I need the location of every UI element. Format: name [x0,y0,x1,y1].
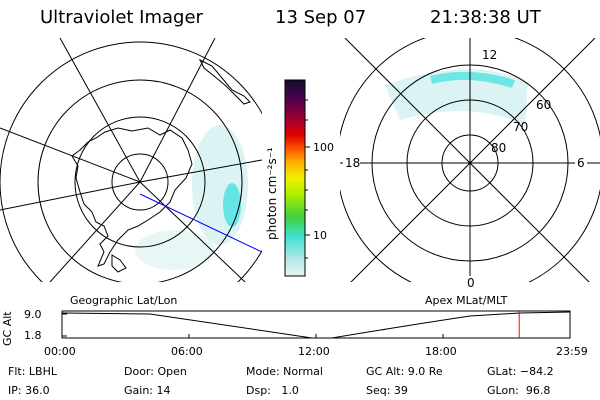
coastline [198,58,251,105]
mlt-label-12: 12 [482,48,498,62]
filter-info: Flt: LBHL [8,365,57,378]
right-map-caption: Apex MLat/MLT [425,294,508,307]
gc-alt-info: GC Alt: 9.0 Re [366,365,443,378]
meridians [0,38,262,282]
altitude-ylabel: GC Alt [1,311,14,346]
altitude-xticks [61,334,571,338]
coastline [111,254,127,273]
xtick-0600: 06:00 [171,345,203,358]
xtick-2359: 23:59 [556,345,588,358]
ip-info: IP: 36.0 [8,384,50,397]
aurora-oval-right [385,69,528,125]
date-label: 13 Sep 07 [275,7,367,28]
mlat-label-70: 70 [513,120,529,134]
aurora-glow-left [192,125,248,245]
colorbar [284,79,306,277]
aurora-bright-right [430,71,515,88]
satellite-track [139,193,262,253]
coastline [71,127,193,267]
altitude-ytick-low: 1.8 [24,329,42,342]
glon-info: GLon: 96.8 [487,384,551,397]
mlt-label-18: 18 [345,156,361,170]
door-info: Door: Open [124,365,187,378]
colorbar-tick-10: 10 [313,229,327,242]
gain-info: Gain: 14 [124,384,171,397]
aurora-faint-left [135,230,215,270]
mlat-label-60: 60 [536,98,552,112]
mlat-label-80: 80 [491,141,507,155]
glat-info: GLat: −84.2 [487,365,554,378]
mlt-lines [340,38,600,282]
mlt-label-6: 6 [577,156,585,170]
colorbar-ticks [305,99,310,259]
altitude-curve [61,311,571,339]
aurora-bright-left [223,183,241,227]
lat-circle [37,79,243,282]
altitude-ytick-high: 9.0 [24,308,42,321]
time-label: 21:38:38 UT [430,7,541,28]
altitude-yticks [62,313,67,337]
lat-circle [111,153,169,211]
lat-circle [0,41,262,282]
lat-circle [74,116,206,248]
xtick-0000: 00:00 [44,345,76,358]
colorbar-label: photon cm⁻²s⁻¹ [265,147,279,240]
mlt-label-0: 0 [467,276,475,290]
colorbar-tick-100: 100 [313,141,334,154]
mode-info: Mode: Normal [246,365,323,378]
xtick-1800: 18:00 [425,345,457,358]
magnetic-map [340,38,600,282]
instrument-title: Ultraviolet Imager [40,7,203,28]
xtick-1200: 12:00 [298,345,330,358]
geographic-map [0,38,262,282]
left-map-caption: Geographic Lat/Lon [70,294,178,307]
dsp-info: Dsp: 1.0 [246,384,299,397]
seq-info: Seq: 39 [366,384,408,397]
